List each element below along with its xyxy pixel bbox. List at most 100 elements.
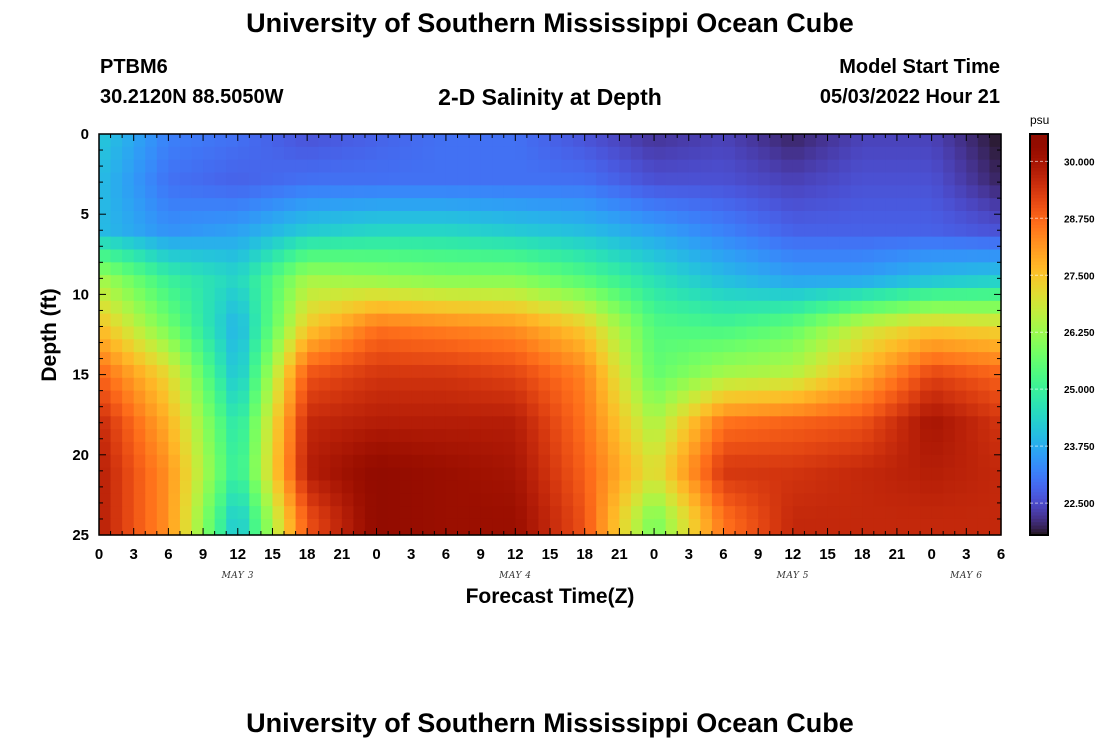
heatmap-cell <box>862 364 875 379</box>
heatmap-cell <box>376 416 389 430</box>
heatmap-cell <box>110 223 123 238</box>
colorbar-segment <box>1030 134 1048 138</box>
heatmap-cell <box>538 506 551 520</box>
heatmap-cell <box>191 223 204 238</box>
heatmap-cell <box>561 493 574 507</box>
heatmap-cell <box>203 210 216 225</box>
heatmap-cell <box>943 146 956 161</box>
heatmap-cell <box>977 454 991 469</box>
heatmap-cell <box>376 441 389 456</box>
heatmap-cell <box>873 377 886 392</box>
heatmap-cell <box>815 493 829 507</box>
heatmap-cell <box>168 275 181 289</box>
heatmap-cell <box>758 300 771 315</box>
heatmap-cell <box>341 198 355 212</box>
heatmap-cell <box>642 531 655 536</box>
heatmap-cell <box>688 185 701 199</box>
heatmap-cell <box>746 300 759 315</box>
heatmap-cell <box>422 313 435 328</box>
heatmap-cell <box>607 480 620 494</box>
heatmap-cell <box>469 352 482 366</box>
heatmap-cell <box>850 403 863 417</box>
heatmap-cell <box>792 223 806 238</box>
heatmap-cell <box>885 198 898 212</box>
heatmap-cell <box>434 429 447 443</box>
heatmap-cell <box>284 249 297 263</box>
heatmap-cell <box>457 454 470 469</box>
heatmap-cell <box>677 429 690 443</box>
heatmap-cell <box>758 172 771 186</box>
colorbar-segment <box>1030 394 1048 399</box>
heatmap-cell <box>307 249 320 263</box>
heatmap-cell <box>156 287 169 302</box>
heatmap-cell <box>341 493 355 507</box>
heatmap-cell <box>758 493 771 507</box>
heatmap-cell <box>931 249 944 263</box>
heatmap-cell <box>330 352 343 366</box>
heatmap-cell <box>307 223 320 238</box>
heatmap-cell <box>619 467 632 482</box>
heatmap-cell <box>341 339 355 353</box>
heatmap-cell <box>237 416 250 430</box>
heatmap-cell <box>654 185 667 199</box>
heatmap-cell <box>561 198 574 212</box>
colorbar-segment <box>1030 264 1048 269</box>
heatmap-cell <box>388 198 401 212</box>
heatmap-cell <box>688 210 701 225</box>
heatmap-cell <box>122 454 135 469</box>
heatmap-cell <box>584 287 597 302</box>
heatmap-cell <box>711 518 725 533</box>
heatmap-cell <box>665 390 678 405</box>
heatmap-cell <box>665 403 678 417</box>
heatmap-cell <box>873 441 886 456</box>
heatmap-cell <box>526 339 540 353</box>
heatmap-cell <box>654 262 667 276</box>
heatmap-cell <box>561 134 574 148</box>
heatmap-cell <box>480 416 493 430</box>
heatmap-cell <box>388 390 401 405</box>
heatmap-cell <box>804 313 817 328</box>
heatmap-cell <box>99 429 112 443</box>
heatmap-cell <box>295 249 308 263</box>
heatmap-cell <box>573 210 586 225</box>
heatmap-cell <box>330 236 343 251</box>
heatmap-cell <box>954 480 967 494</box>
heatmap-cell <box>237 236 250 251</box>
heatmap-cell <box>422 518 435 533</box>
heatmap-cell <box>341 275 355 289</box>
heatmap-cell <box>341 390 355 405</box>
heatmap-cell <box>284 134 297 148</box>
heatmap-cell <box>966 185 979 199</box>
heatmap-cell <box>630 377 644 392</box>
heatmap-cell <box>364 416 378 430</box>
heatmap-cell <box>469 377 482 392</box>
x-tick-label: 0 <box>927 546 935 563</box>
colorbar-segment <box>1030 160 1048 165</box>
heatmap-cell <box>272 416 285 430</box>
heatmap-cell <box>214 390 227 405</box>
heatmap-cell <box>434 146 447 161</box>
heatmap-cell <box>954 134 967 148</box>
heatmap-cell <box>654 493 667 507</box>
heatmap-cell <box>341 352 355 366</box>
heatmap-cell <box>480 159 493 174</box>
heatmap-cell <box>203 364 216 379</box>
heatmap-cell <box>480 339 493 353</box>
heatmap-cell <box>133 313 146 328</box>
heatmap-cell <box>954 339 967 353</box>
heatmap-cell <box>434 287 447 302</box>
heatmap-cell <box>815 159 829 174</box>
heatmap-cell <box>538 134 551 148</box>
heatmap-cell <box>99 506 112 520</box>
heatmap-cell <box>480 506 493 520</box>
date-label: MAY 6 <box>949 571 982 581</box>
heatmap-cell <box>399 198 412 212</box>
heatmap-cell <box>341 377 355 392</box>
colorbar-segment <box>1030 207 1048 212</box>
heatmap-cell <box>781 467 794 482</box>
heatmap-cell <box>341 146 355 161</box>
heatmap-cell <box>607 531 620 536</box>
heatmap-cell <box>584 352 597 366</box>
heatmap-cell <box>596 364 609 379</box>
heatmap-cell <box>711 390 725 405</box>
